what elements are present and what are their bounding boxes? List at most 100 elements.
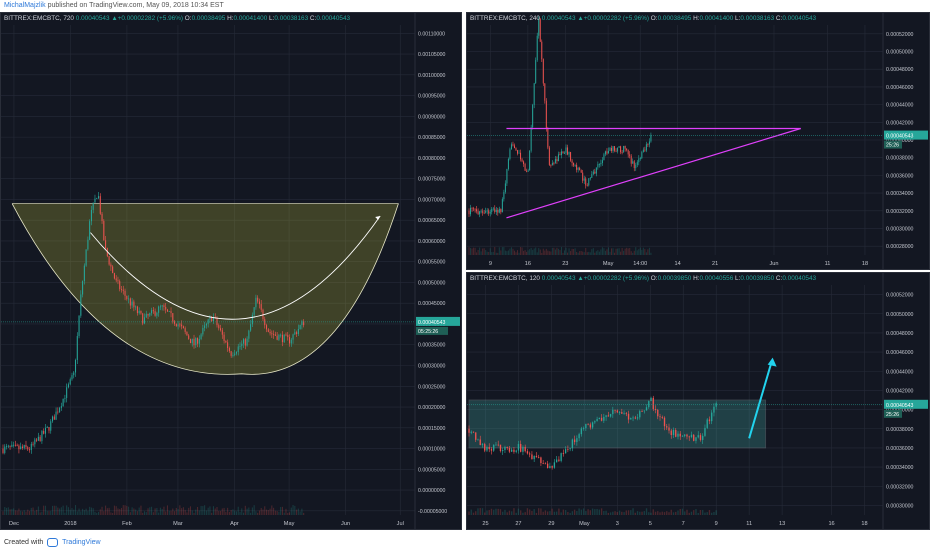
volume-bar — [606, 249, 608, 255]
candle-body — [592, 171, 594, 175]
candle-body — [172, 313, 174, 322]
candle-body — [605, 415, 607, 417]
candle-body — [587, 423, 589, 425]
volume-bar — [498, 247, 500, 255]
candle-body — [546, 463, 549, 469]
candle-body — [59, 407, 61, 413]
candle-body — [251, 314, 253, 325]
volume-bar — [269, 508, 271, 515]
price-label: 0.00040543 — [541, 275, 576, 282]
candle-body — [574, 164, 576, 166]
candle-body — [51, 416, 54, 422]
volume-bar — [684, 511, 686, 515]
candle-body — [595, 167, 597, 174]
publish-info: MichalMajzlik published on TradingView.c… — [0, 0, 932, 12]
volume-bar — [636, 250, 638, 255]
volume-bar — [124, 505, 126, 515]
candle-body — [53, 416, 55, 420]
volume-bar — [632, 508, 634, 515]
candle-body — [142, 313, 144, 324]
x-tick-label: 11 — [825, 261, 831, 267]
volume-bar — [147, 508, 149, 515]
volume-bar — [120, 507, 123, 515]
volume-bar — [299, 511, 301, 515]
candle-body — [643, 410, 645, 412]
y-tick-label: 0.00032000 — [886, 484, 914, 490]
volume-bar — [202, 506, 204, 515]
volume-bar — [216, 506, 218, 515]
x-tick-label: 16 — [525, 261, 531, 267]
volume-bar — [32, 507, 34, 515]
volume-bar — [708, 509, 711, 515]
candle-body — [227, 342, 229, 349]
candle-body — [486, 447, 488, 451]
candle-body — [681, 435, 684, 437]
volume-bar — [513, 508, 515, 515]
volume-bar — [580, 251, 582, 255]
author-link[interactable]: MichalMajzlik — [4, 2, 46, 9]
volume-bar — [470, 509, 472, 515]
volume-bar — [468, 511, 470, 515]
candle-body — [14, 444, 16, 446]
candle-body — [569, 448, 571, 450]
chart-panel-120[interactable]: BITTREX:EMCBTC, 120 0.00040543 ▲+0.00002… — [466, 272, 930, 530]
volume-bar — [713, 512, 715, 515]
volume-bar — [583, 252, 585, 255]
y-tick-label: -0.00005000 — [418, 509, 447, 515]
candle-body — [83, 265, 85, 282]
candle-body — [216, 317, 218, 326]
volume-bar — [90, 507, 92, 515]
candle-body — [500, 208, 502, 213]
candle-body — [4, 446, 6, 453]
change-label: +0.00002282 (+5.96%) — [583, 15, 650, 22]
volume-bar — [553, 511, 556, 515]
volume-bar — [520, 247, 522, 255]
candle-body — [299, 325, 301, 330]
price-badge — [884, 130, 928, 140]
candle-body — [126, 295, 128, 300]
x-tick-label: 11 — [746, 521, 752, 527]
x-tick-label: 14:00 — [633, 261, 647, 267]
candle-body — [159, 306, 161, 308]
volume-bar — [564, 510, 567, 515]
volume-bar — [175, 507, 177, 515]
volume-bar — [69, 509, 71, 515]
candle-body — [594, 421, 596, 423]
candle-body — [495, 444, 497, 446]
chart-panel-720[interactable]: BITTREX:EMCBTC, 720 0.00040543 ▲+0.00002… — [0, 12, 462, 530]
x-tick-label: May — [284, 521, 295, 527]
volume-bar — [82, 508, 84, 515]
volume-bar — [246, 508, 248, 515]
volume-bar — [488, 510, 490, 515]
volume-bar — [258, 510, 260, 515]
candle-body — [564, 152, 566, 154]
volume-bar — [595, 251, 597, 255]
candle-body — [221, 330, 223, 335]
chart-panel-240[interactable]: BITTREX:EMCBTC, 240 0.00040543 ▲+0.00002… — [466, 12, 930, 270]
candle-body — [530, 127, 532, 151]
candle-body — [99, 196, 101, 214]
projection-arrowhead — [375, 216, 381, 221]
candle-body — [515, 450, 517, 452]
volume-bar — [4, 506, 6, 515]
volume-bar — [663, 512, 666, 515]
price-badge-label: 0.00040543 — [418, 320, 446, 326]
volume-bar — [285, 508, 287, 515]
candle-body — [234, 353, 236, 356]
candle-body — [644, 149, 646, 151]
volume-bar — [522, 512, 524, 515]
candle-body — [636, 417, 639, 419]
volume-bar — [83, 510, 85, 515]
y-tick-label: 0.00075000 — [418, 177, 446, 183]
volume-bar — [36, 509, 38, 515]
candle-body — [524, 446, 526, 452]
tradingview-link[interactable]: TradingView — [62, 539, 101, 546]
volume-bar — [172, 508, 174, 515]
volume-bar — [198, 510, 200, 515]
candle-body — [267, 329, 269, 332]
volume-bar — [641, 511, 643, 515]
volume-bar — [597, 250, 599, 255]
candle-body — [288, 337, 291, 344]
volume-bar — [41, 511, 43, 515]
volume-bar — [481, 508, 484, 515]
